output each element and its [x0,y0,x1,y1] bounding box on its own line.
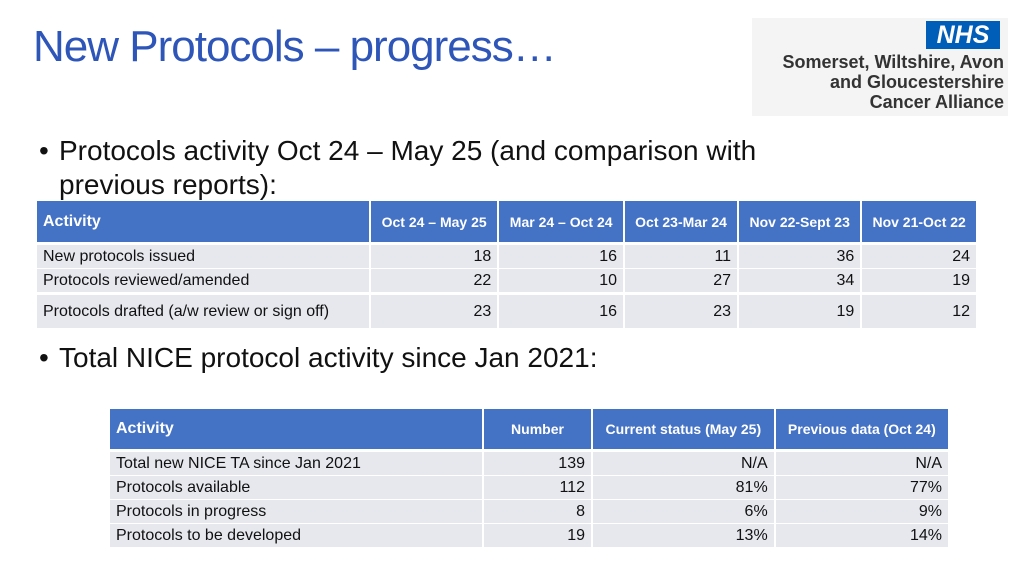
column-header: Number [483,409,593,451]
cell-value: 112 [483,475,593,500]
slide-title: New Protocols – progress… [33,22,557,71]
cell-value: 10 [498,268,626,294]
table-header-row: Activity Oct 24 – May 25 Mar 24 – Oct 24… [37,201,978,244]
logo-line-3: Cancer Alliance [869,92,1004,112]
logo-line-2: and Gloucestershire [829,72,1004,92]
column-header: Activity [37,201,371,244]
bullet-text: Protocols activity Oct 24 – May 25 (and … [59,135,757,200]
table-row: Protocols in progress 8 6% 9% [110,499,951,524]
cell-value: 81% [592,475,776,500]
cell-value: 19 [738,292,863,328]
table-row: Protocols drafted (a/w review or sign of… [37,292,978,328]
column-header: Nov 21-Oct 22 [861,201,978,244]
bullet-dot-icon: • [39,135,49,166]
row-label: Protocols available [110,475,484,500]
table-row: Protocols to be developed 19 13% 14% [110,523,951,547]
cell-value: 8 [483,499,593,524]
cell-value: 12 [861,292,978,328]
protocols-activity-table: Activity Oct 24 – May 25 Mar 24 – Oct 24… [37,201,978,328]
row-label: Total new NICE TA since Jan 2021 [110,449,484,476]
cell-value: 14% [774,523,951,547]
cell-value: 13% [592,523,776,547]
cell-value: 24 [861,242,978,269]
cell-value: 19 [483,523,593,547]
cell-value: 139 [483,449,593,476]
cell-value: 77% [774,475,951,500]
cell-value: 6% [592,499,776,524]
table-row: Protocols available 112 81% 77% [110,475,951,500]
logo-text: Somerset, Wiltshire, Avon and Gloucester… [782,52,1004,112]
column-header: Current status (May 25) [592,409,776,451]
cell-value: 34 [738,268,863,294]
cell-value: 23 [370,292,500,328]
cell-value: 9% [774,499,951,524]
bullet-text: Total NICE protocol activity since Jan 2… [59,342,598,373]
table-row: Protocols reviewed/amended 22 10 27 34 1… [37,268,978,294]
cell-value: 11 [624,242,740,269]
row-label: New protocols issued [37,242,371,269]
bullet-total-nice-activity: • Total NICE protocol activity since Jan… [39,341,759,375]
column-header: Oct 24 – May 25 [370,201,500,244]
column-header: Oct 23-Mar 24 [624,201,740,244]
cell-value: 16 [498,242,626,269]
column-header: Previous data (Oct 24) [774,409,951,451]
cell-value: 36 [738,242,863,269]
table-row: Total new NICE TA since Jan 2021 139 N/A… [110,449,951,476]
logo-line-1: Somerset, Wiltshire, Avon [782,52,1004,72]
row-label: Protocols to be developed [110,523,484,547]
cell-value: 27 [624,268,740,294]
cell-value: 19 [861,268,978,294]
column-header: Mar 24 – Oct 24 [498,201,626,244]
nhs-logo-badge: NHS [926,21,1000,49]
column-header: Activity [110,409,484,451]
bullet-protocols-activity: • Protocols activity Oct 24 – May 25 (an… [39,134,819,202]
cell-value: N/A [592,449,776,476]
nice-protocol-totals-table: Activity Number Current status (May 25) … [110,409,951,547]
row-label: Protocols drafted (a/w review or sign of… [37,292,371,328]
table-row: New protocols issued 18 16 11 36 24 [37,242,978,269]
cell-value: 22 [370,268,500,294]
row-label: Protocols in progress [110,499,484,524]
table-header-row: Activity Number Current status (May 25) … [110,409,951,451]
bullet-dot-icon: • [39,342,49,373]
cell-value: 18 [370,242,500,269]
column-header: Nov 22-Sept 23 [738,201,863,244]
row-label: Protocols reviewed/amended [37,268,371,294]
cell-value: 23 [624,292,740,328]
cell-value: 16 [498,292,626,328]
nhs-cancer-alliance-logo: NHS Somerset, Wiltshire, Avon and Glouce… [752,18,1008,116]
cell-value: N/A [774,449,951,476]
